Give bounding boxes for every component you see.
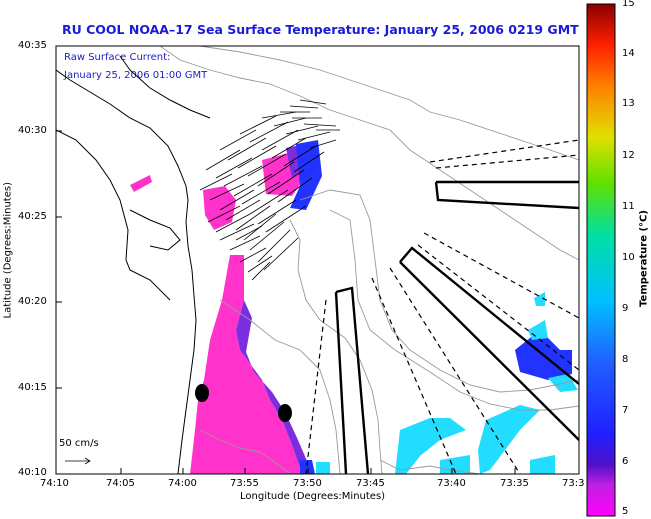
sst-cold-patch <box>130 150 306 474</box>
x-tick: 73:55 <box>230 478 259 489</box>
colorbar-tick: 10 <box>622 252 635 263</box>
x-tick: 73:40 <box>437 478 466 489</box>
colorbar-tick: 14 <box>622 48 635 59</box>
colorbar-tick: 15 <box>622 0 635 9</box>
colorbar-tick: 13 <box>622 98 635 109</box>
x-tick: 73:50 <box>293 478 322 489</box>
colorbar-tick: 5 <box>622 506 629 517</box>
y-tick: 40:25 <box>18 211 47 222</box>
colorbar-tick: 11 <box>622 201 635 212</box>
x-axis-label: Longitude (Degrees:Minutes) <box>240 491 386 502</box>
y-tick: 40:30 <box>18 125 47 136</box>
current-vectors <box>65 99 340 465</box>
radar-sites <box>195 384 292 422</box>
plot-frame <box>55 45 580 475</box>
y-axis-label: Latitude (Degrees:Minutes) <box>2 182 14 319</box>
radial-dashed-lines <box>305 139 579 474</box>
colorbar-tick: 9 <box>622 303 629 314</box>
colorbar-tick: 12 <box>622 150 635 161</box>
y-tick: 40:15 <box>18 382 47 393</box>
sampling-boxes <box>334 180 579 474</box>
x-tick: 73:35 <box>500 478 529 489</box>
colorbar-tick: 8 <box>622 354 629 365</box>
y-tick: 40:20 <box>18 296 47 307</box>
y-tick: 40:10 <box>18 467 47 478</box>
scale-label: 50 cm/s <box>59 438 99 449</box>
x-tick: 74:00 <box>168 478 197 489</box>
x-tick: 74:10 <box>40 478 69 489</box>
current-subtitle-label: Raw Surface Current: <box>64 52 171 63</box>
colorbar-tick: 6 <box>622 456 629 467</box>
colorbar <box>586 3 616 517</box>
map-title: RU COOL NOAA–17 Sea Surface Temperature:… <box>62 22 579 37</box>
y-tick: 40:35 <box>18 40 47 51</box>
x-tick: 73:3 <box>562 478 585 489</box>
colorbar-label: Temperature (°C) <box>638 210 650 307</box>
x-tick: 74:05 <box>106 478 135 489</box>
coastline <box>56 55 211 474</box>
x-tick: 73:45 <box>356 478 385 489</box>
bathymetry-contours <box>159 46 579 474</box>
colorbar-tick: 7 <box>622 405 629 416</box>
